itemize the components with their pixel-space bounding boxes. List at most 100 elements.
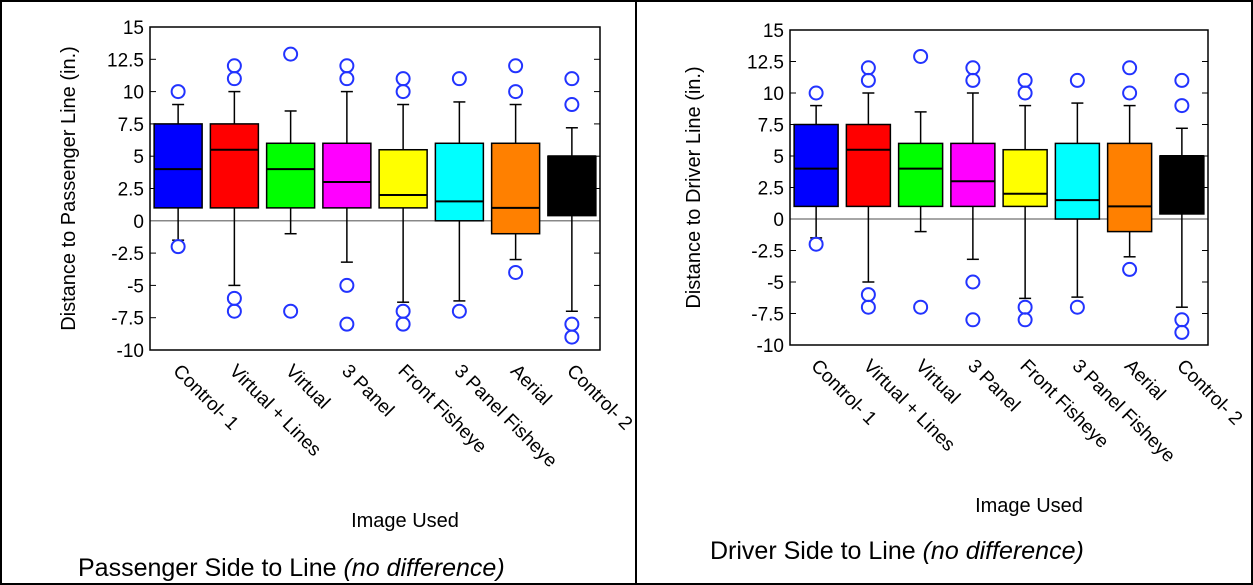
y-tick-label: -7.5 <box>751 305 784 326</box>
outlier <box>1174 98 1190 114</box>
x-tick-label: 3 Panel Fisheye <box>450 361 561 472</box>
plot-frame <box>789 29 1209 346</box>
box <box>1054 142 1101 220</box>
outlier <box>1174 72 1190 88</box>
outlier <box>395 71 411 87</box>
outlier <box>1017 85 1033 101</box>
caption: Driver Side to Line (no difference) <box>710 537 1084 565</box>
x-tick-label: Control- 2 <box>562 361 636 435</box>
outlier <box>339 71 355 87</box>
caption-text: Driver Side to Line <box>710 537 916 565</box>
x-tick-label: 3 Panel <box>963 356 1023 416</box>
y-tick-label: -5 <box>127 276 144 297</box>
outlier <box>965 60 981 76</box>
caption: Passenger Side to Line (no difference) <box>78 554 505 582</box>
box <box>845 123 892 208</box>
outlier <box>170 239 186 255</box>
y-tick-label: -2.5 <box>111 244 144 265</box>
outlier <box>451 303 467 319</box>
outlier <box>170 84 186 100</box>
box <box>153 123 203 209</box>
box <box>1159 155 1205 215</box>
y-tick-label: -10 <box>117 341 144 362</box>
y-tick-label: 7.5 <box>758 116 784 137</box>
outlier <box>1069 299 1085 315</box>
box <box>793 123 839 208</box>
outlier <box>226 303 242 319</box>
outlier <box>860 299 876 315</box>
outlier <box>339 277 355 293</box>
outlier <box>1122 261 1138 277</box>
outlier <box>226 58 242 74</box>
outlier <box>564 316 580 332</box>
outlier <box>1122 85 1138 101</box>
y-tick-label: 5 <box>773 147 784 168</box>
box <box>950 142 996 208</box>
plot-frame <box>149 26 601 351</box>
y-tick-label: 10 <box>123 83 144 104</box>
outlier <box>564 71 580 87</box>
y-tick-label: 7.5 <box>118 115 144 136</box>
y-axis-label: Distance to Driver Line (in.) <box>683 66 705 308</box>
y-tick-label: -10 <box>757 336 784 357</box>
y-tick-label: -5 <box>767 273 784 294</box>
outlier <box>508 58 524 74</box>
box <box>265 142 316 209</box>
outlier <box>1017 312 1033 328</box>
box <box>897 142 944 208</box>
outlier <box>913 48 929 64</box>
outlier <box>226 71 242 87</box>
box <box>1002 148 1048 208</box>
box <box>322 142 372 209</box>
x-tick-label: Aerial <box>506 361 555 410</box>
outlier <box>395 84 411 100</box>
outlier <box>508 264 524 280</box>
y-tick-label: 12.5 <box>747 53 784 74</box>
outlier <box>564 329 580 345</box>
outlier <box>1017 72 1033 88</box>
box <box>490 142 541 235</box>
outlier <box>1069 72 1085 88</box>
caption-note: (no difference) <box>923 537 1084 565</box>
outlier <box>508 84 524 100</box>
y-tick-label: -7.5 <box>111 309 144 330</box>
outlier <box>283 303 299 319</box>
outlier <box>395 303 411 319</box>
outlier <box>226 290 242 306</box>
box <box>209 123 260 209</box>
outlier <box>965 274 981 290</box>
x-tick-label: Aerial <box>1120 356 1169 405</box>
caption-note: (no difference) <box>343 554 504 582</box>
y-tick-label: -2.5 <box>751 242 784 263</box>
outlier <box>860 287 876 303</box>
y-tick-label: 12.5 <box>107 50 144 71</box>
outlier <box>965 312 981 328</box>
outlier <box>808 85 824 101</box>
outlier <box>339 316 355 332</box>
outlier <box>913 299 929 315</box>
outlier <box>451 71 467 87</box>
outlier <box>395 316 411 332</box>
outlier <box>860 60 876 76</box>
x-axis-label: Image Used <box>351 510 459 532</box>
outlier <box>808 236 824 252</box>
outlier <box>860 72 876 88</box>
box <box>547 155 597 217</box>
y-tick-label: 0 <box>773 210 784 231</box>
x-tick-label: Virtual <box>281 361 334 414</box>
y-tick-label: 15 <box>123 18 144 39</box>
y-tick-label: 15 <box>763 21 784 42</box>
caption-text: Passenger Side to Line <box>78 554 337 582</box>
box <box>1106 142 1153 233</box>
outlier <box>1017 299 1033 315</box>
y-tick-label: 10 <box>763 84 784 105</box>
outlier <box>965 72 981 88</box>
x-tick-label: 3 Panel <box>337 361 397 421</box>
outlier <box>283 46 299 62</box>
outlier <box>1122 60 1138 76</box>
outlier <box>1174 324 1190 340</box>
x-tick-label: Virtual + Lines <box>859 356 959 456</box>
